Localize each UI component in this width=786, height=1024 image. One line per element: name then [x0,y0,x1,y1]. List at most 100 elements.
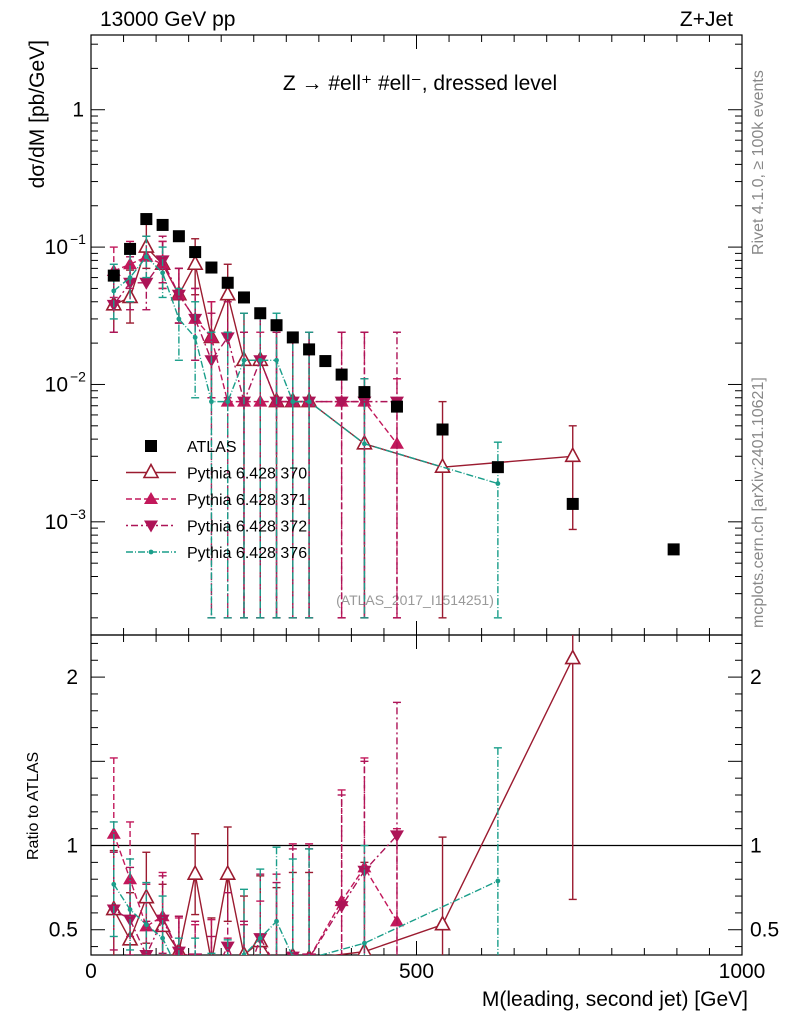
atlas-data-point [172,230,185,243]
ratio-point [434,914,451,931]
data-point [171,289,186,302]
atlas-data-point [124,242,137,255]
ratio-point [274,918,279,924]
data-point [274,357,279,363]
atlas-data-point [286,331,299,344]
ratio-point [176,969,181,974]
ratio-point [111,881,117,887]
y-axis-title: dσ/dM [pb/GeV] [26,40,49,188]
y-tick-exponent: −3 [70,506,86,522]
ratio-point [204,956,218,968]
ratio-point [564,648,582,665]
ratio-point [204,974,218,986]
ratio-series-line [113,880,499,955]
data-point [495,481,501,486]
data-point [160,270,166,276]
y-tick-label: 10 [45,511,68,534]
ratio-point [209,993,214,998]
x-tick-label: 1000 [719,960,766,983]
ratio-point [257,935,263,941]
ratio-point [193,971,198,976]
ratio-point [160,935,166,941]
data-point [306,399,312,405]
legend-label: Pythia 6.428 370 [187,466,307,483]
series-line [113,259,397,404]
ratio-axis-title: Ratio to ATLAS [25,752,42,860]
data-point [176,316,182,322]
legend-marker [148,549,154,555]
ratio-point [285,951,300,955]
ratio-point [143,922,149,928]
atlas-data-point [270,319,283,332]
main-series-layer [105,213,680,619]
x-tick-labels: 0 500 1000 [85,960,765,983]
legend-marker [145,440,157,452]
source-label: mcplots.cern.ch [arXiv:2401.10621] [750,377,767,628]
ratio-point [362,940,367,946]
ratio-point [307,956,312,961]
atlas-data-point [221,276,234,289]
data-point [127,275,133,280]
data-point [209,399,214,405]
legend-marker [142,462,160,479]
series-line [113,245,573,468]
ratio-series-line [113,834,398,955]
legend: ATLAS Pythia 6.428 370 Pythia 6.428 371 Pyt… [126,439,307,562]
data-point [434,457,451,473]
x-tick-label: 500 [399,960,434,983]
ratio-point [221,983,235,995]
data-point [139,277,154,290]
data-point [219,285,237,301]
atlas-data-point [237,291,250,304]
atlas-data-point [205,261,218,274]
ratio-point [253,970,267,982]
x-axis-title: M(leading, second jet) [GeV] [482,988,748,1011]
atlas-data-point [358,386,371,399]
ratio-tick-label-right: 1 [750,835,762,858]
ratio-tick-label: 1 [66,835,78,858]
ratio-point [219,864,237,880]
ratio-point [495,878,501,884]
legend-marker [144,492,158,504]
y-tick-label: 1 [72,99,84,122]
atlas-data-point [390,400,403,413]
ratio-point [237,980,251,992]
ratio-point [209,952,214,955]
ratio-point [270,962,284,974]
process-label: Z+Jet [680,8,733,31]
atlas-data-point [140,213,153,226]
ratio-tick-label-right: 0.5 [750,919,779,942]
legend-label: Pythia 6.428 371 [187,492,307,509]
ratio-point [127,907,133,912]
data-point [241,357,247,363]
ratio-series-layer [105,635,582,998]
atlas-data-point [667,543,680,556]
series-line [113,256,398,445]
ratio-point [241,952,247,955]
atlas-data-point [436,423,449,436]
data-point [334,396,349,409]
y-tick-labels: 10 −310 −210 −11 [45,99,87,534]
ratio-tick-label: 2 [66,666,78,689]
ratio-series-line [113,833,398,955]
y-tick-label: 10 [45,373,68,396]
ratio-tick-label: 0.5 [49,919,78,942]
ratio-point [225,988,230,993]
legend-label: Pythia 6.428 372 [187,519,307,536]
data-point [192,335,198,340]
ratio-point [237,978,251,990]
legend-label: Pythia 6.428 376 [187,545,307,562]
x-tick-label: 0 [85,960,97,983]
data-point [290,399,296,405]
y-tick-label: 10 [45,236,68,259]
legend-label: ATLAS [187,439,237,456]
energy-label: 13000 GeV pp [100,8,235,31]
rivet-label: Rivet 4.1.0, ≥ 100k events [750,70,767,255]
ratio-point [270,959,284,972]
atlas-data-point [566,497,579,510]
analysis-id: (ATLAS_2017_I1514251) [336,592,494,608]
axis-ticks [90,35,743,955]
data-point [143,254,149,260]
ratio-tick-labels: 0.5 0.5 1 1 2 2 [49,666,779,942]
